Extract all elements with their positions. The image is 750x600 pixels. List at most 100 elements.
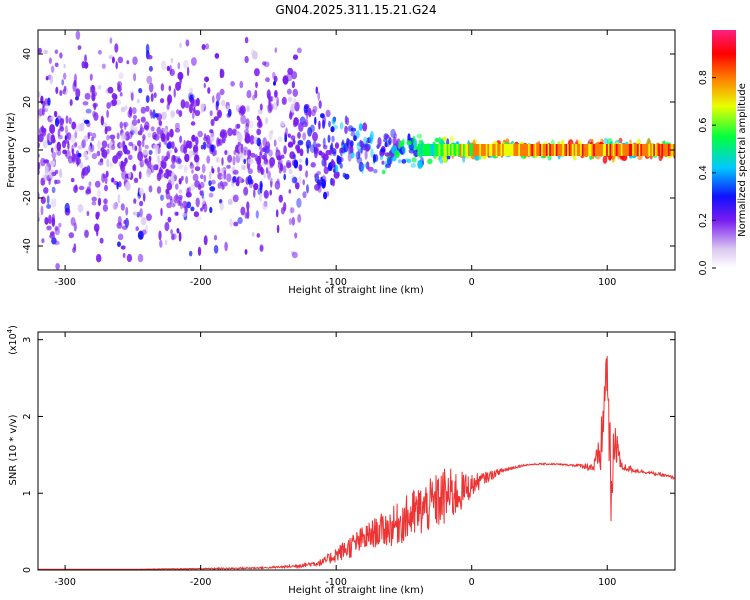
spectrogram-blob xyxy=(62,72,67,80)
spectrogram-band xyxy=(601,144,604,156)
spectrogram-blob xyxy=(233,221,239,227)
spectrogram-blob xyxy=(138,171,142,180)
spectrogram-blob xyxy=(120,106,126,113)
spectrogram-blob xyxy=(297,139,304,146)
spectrogram-blob xyxy=(312,140,317,150)
spectrogram-blob xyxy=(203,174,206,183)
spectrogram-blob xyxy=(54,179,58,185)
spectrogram-blob xyxy=(265,117,269,125)
spectrogram-band xyxy=(435,144,438,156)
spectrogram-blob xyxy=(201,163,206,174)
spectrogram-blob xyxy=(194,154,200,163)
spectrogram-band xyxy=(480,144,484,156)
spectrogram-band xyxy=(500,144,503,156)
spectrogram-blob xyxy=(343,142,349,153)
spectrogram-band xyxy=(645,144,648,156)
spectrogram-blob xyxy=(294,232,298,239)
spectrogram-blob xyxy=(269,162,274,169)
spectrogram-area xyxy=(38,30,675,270)
snr-series-line xyxy=(38,355,675,570)
spectrogram-blob xyxy=(160,207,163,217)
spectrogram-blob xyxy=(263,173,267,179)
spectrogram-blob xyxy=(287,96,293,103)
spectrogram-blob xyxy=(51,151,57,159)
spectrogram-blob xyxy=(244,212,248,219)
spectrogram-blob xyxy=(120,203,125,211)
spectrogram-blob xyxy=(182,59,189,69)
spectrogram-blob xyxy=(59,52,63,59)
spectrogram-blob xyxy=(289,111,293,120)
spectrogram-band xyxy=(542,144,545,156)
spectrogram-blob xyxy=(263,190,269,199)
spectrogram-blob xyxy=(195,197,200,208)
snr-x-tick-label: -100 xyxy=(325,577,347,588)
spectrogram-blob xyxy=(213,116,219,122)
spectrogram-blob xyxy=(38,108,44,117)
spectrogram-blob xyxy=(411,157,417,163)
spectrogram-band xyxy=(596,144,599,156)
spectrogram-band xyxy=(648,144,651,156)
spectrogram-blob xyxy=(123,220,127,225)
spectrogram-blob xyxy=(111,177,115,183)
spectrogram-blob xyxy=(145,168,152,178)
snr-frame xyxy=(37,331,676,571)
spectrogram-blob xyxy=(109,37,113,44)
spectrogram-blob xyxy=(235,124,239,130)
spectrogram-blob xyxy=(240,143,244,154)
spectrogram-band xyxy=(555,144,558,156)
snr-y-label: SNR (10 * v/v) xyxy=(8,414,19,485)
spectrogram-band xyxy=(446,144,449,156)
spectrogram-blob xyxy=(241,165,246,170)
spectrogram-blob xyxy=(372,154,376,163)
spectrogram-blob xyxy=(401,146,406,154)
snr-scale-prefix: (x10 xyxy=(8,333,19,354)
spectrogram-blob xyxy=(287,67,294,75)
spectrogram-band xyxy=(559,144,562,156)
spectrogram-blob xyxy=(82,166,89,176)
spectrogram-band xyxy=(589,144,593,156)
spectrogram-blob xyxy=(171,233,177,240)
spectrogram-blob xyxy=(145,95,150,103)
spectrogram-blob xyxy=(83,61,89,69)
spectrogram-band xyxy=(638,144,641,156)
spectrogram-blob xyxy=(310,162,316,168)
spectrogram-blob xyxy=(328,165,332,170)
spectrogram-blob xyxy=(282,75,289,85)
spectrogram-blob xyxy=(299,148,304,157)
spectrogram-blob xyxy=(99,158,104,163)
spectrogram-blob xyxy=(288,218,292,226)
spectrogram-blob xyxy=(259,150,263,156)
spectrogram-blob xyxy=(282,165,287,174)
spectrogram-band xyxy=(459,144,462,156)
spectrogram-band xyxy=(637,144,640,156)
spectrogram-blob xyxy=(54,110,58,118)
spectrogram-blob xyxy=(150,93,154,102)
spectrogram-blob xyxy=(364,150,368,160)
spectrogram-blob xyxy=(221,157,224,166)
spectrogram-blob xyxy=(137,195,141,201)
spectrogram-blob xyxy=(144,144,149,150)
spectrogram-band xyxy=(451,144,454,156)
spectrogram-blob xyxy=(190,206,195,212)
spectrogram-blob xyxy=(449,135,454,145)
spectrogram-blob xyxy=(160,194,164,201)
spectrogram-blob xyxy=(132,56,138,65)
spectrogram-band xyxy=(617,144,620,156)
spectrogram-blob xyxy=(59,126,65,132)
spectrogram-blob xyxy=(287,141,294,148)
spectrogram-blob xyxy=(244,249,248,255)
spectrogram-blob xyxy=(172,155,176,162)
spectrogram-blob xyxy=(49,161,56,166)
spectrogram-blob xyxy=(243,158,247,164)
spectrogram-blob xyxy=(394,150,400,158)
spectrogram-blob xyxy=(251,232,255,237)
spectrogram-blob xyxy=(323,191,328,200)
snr-x-tick-label: 0 xyxy=(469,577,475,588)
spectrogram-blob xyxy=(50,147,54,153)
spectrogram-band xyxy=(552,144,555,156)
spectrogram-blob xyxy=(307,127,312,137)
spectrogram-band xyxy=(419,144,422,156)
spectrogram-blob xyxy=(209,110,213,117)
spectrogram-band xyxy=(664,144,667,156)
spectrogram-band xyxy=(651,144,654,156)
